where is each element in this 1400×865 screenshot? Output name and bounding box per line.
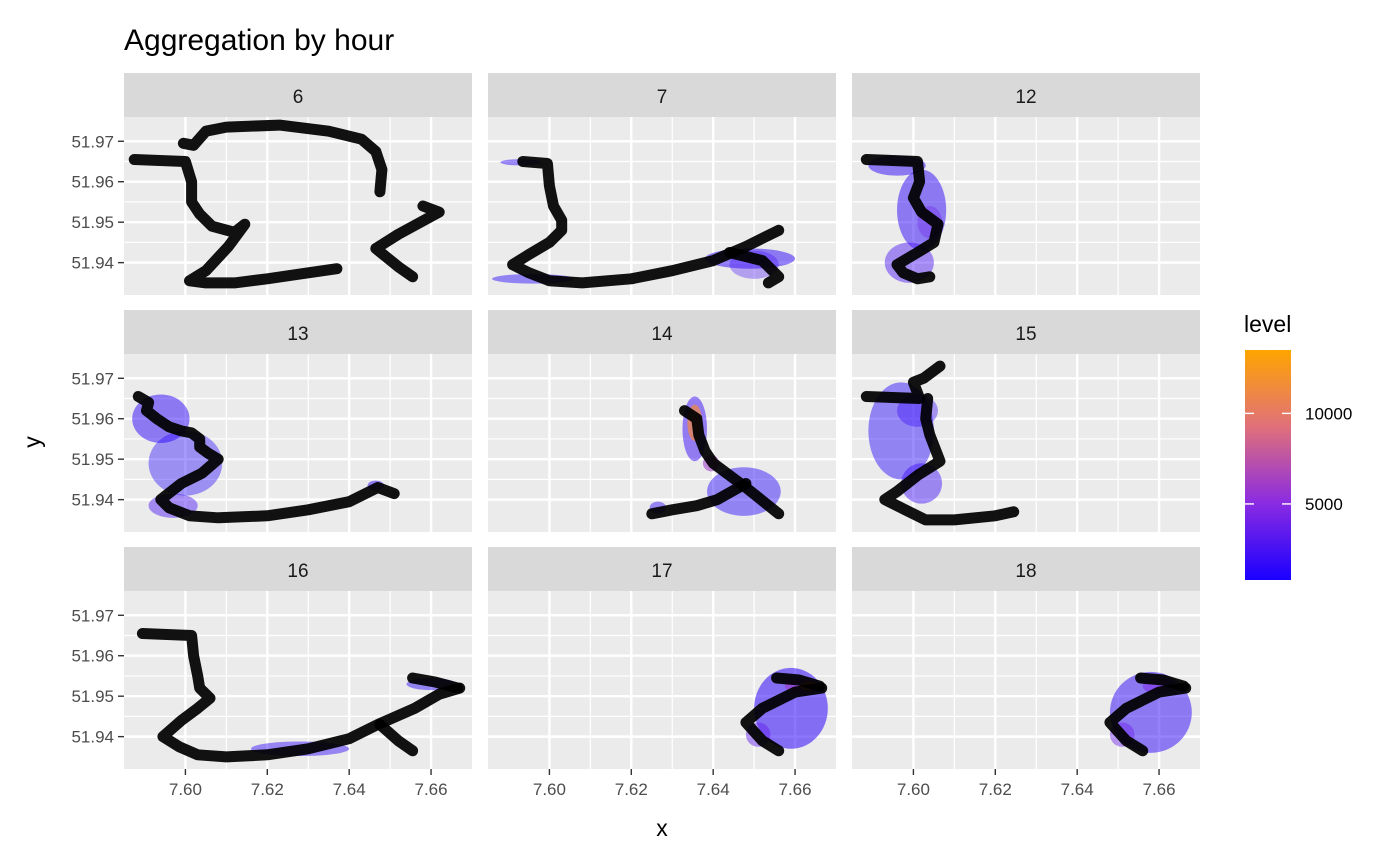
facet-grid: 6 51.94 51.95 51.96 51.97 7 12 13 51.94 51.95 51.9… bbox=[71, 73, 1200, 799]
gps-track bbox=[771, 672, 826, 692]
facet-strip bbox=[852, 310, 1200, 354]
x-tick-label: 7.62 bbox=[615, 780, 648, 799]
facet-strip bbox=[488, 547, 836, 591]
gps-track bbox=[646, 478, 752, 520]
facet-strip-label: 7 bbox=[657, 87, 668, 108]
y-tick-label: 51.96 bbox=[71, 647, 114, 666]
y-tick-label: 51.97 bbox=[71, 606, 114, 625]
y-tick-label: 51.97 bbox=[71, 132, 114, 151]
facet-7: 7 bbox=[488, 73, 836, 295]
facet-17: 17 7.60 7.62 7.64 7.66 bbox=[488, 547, 836, 799]
y-tick-label: 51.94 bbox=[71, 491, 114, 510]
density-layer bbox=[128, 119, 445, 289]
gps-track bbox=[860, 154, 944, 285]
x-tick-label: 7.60 bbox=[533, 780, 566, 799]
x-tick-label: 7.64 bbox=[697, 780, 730, 799]
facet-panel bbox=[124, 354, 472, 532]
facet-6: 6 51.94 51.95 51.96 51.97 bbox=[71, 73, 472, 295]
facet-strip-label: 14 bbox=[651, 324, 673, 345]
x-tick-label: 7.62 bbox=[251, 780, 284, 799]
y-tick-label: 51.96 bbox=[71, 410, 114, 429]
facet-16: 16 51.94 51.95 51.96 51.97 7.60 7.62 7.64 7.66 bbox=[71, 547, 472, 799]
gps-track bbox=[860, 360, 946, 404]
density-layer bbox=[136, 628, 466, 763]
facet-strip bbox=[852, 547, 1200, 591]
x-tick-label: 7.66 bbox=[779, 780, 812, 799]
y-tick-label: 51.94 bbox=[71, 254, 114, 273]
legend-tick-label: 5000 bbox=[1305, 495, 1343, 514]
facet-strip bbox=[488, 310, 836, 354]
facet-15: 15 bbox=[852, 310, 1200, 532]
density-layer bbox=[646, 396, 785, 520]
chart-title: Aggregation by hour bbox=[124, 24, 394, 57]
density-region bbox=[868, 382, 934, 480]
density-layer bbox=[860, 154, 947, 285]
facet-strip bbox=[124, 310, 472, 354]
facet-strip-label: 15 bbox=[1015, 324, 1036, 345]
density-layer bbox=[1104, 671, 1192, 757]
x-tick-label: 7.64 bbox=[333, 780, 366, 799]
density-layer bbox=[132, 391, 400, 524]
y-tick-label: 51.95 bbox=[71, 687, 114, 706]
facet-12: 12 bbox=[852, 73, 1200, 295]
facet-strip bbox=[124, 547, 472, 591]
facet-strip-label: 16 bbox=[287, 561, 308, 582]
gps-track bbox=[407, 672, 464, 694]
gps-track bbox=[177, 119, 388, 198]
gps-track bbox=[128, 154, 343, 289]
gps-track bbox=[724, 247, 785, 289]
gps-track bbox=[374, 719, 419, 757]
y-tick-label: 51.97 bbox=[71, 369, 114, 388]
legend-colorbar bbox=[1245, 350, 1291, 580]
gps-track bbox=[879, 393, 1020, 526]
density-layer bbox=[740, 667, 828, 757]
density-layer bbox=[860, 360, 1020, 526]
x-tick-label: 7.60 bbox=[897, 780, 930, 799]
x-tick-label: 7.64 bbox=[1061, 780, 1094, 799]
gps-track bbox=[370, 200, 445, 283]
y-tick-label: 51.95 bbox=[71, 213, 114, 232]
gps-track bbox=[507, 156, 785, 289]
facet-panel bbox=[488, 354, 836, 532]
facet-strip-label: 12 bbox=[1015, 87, 1036, 108]
facet-strip bbox=[488, 73, 836, 117]
gps-track bbox=[1135, 672, 1190, 692]
x-axis-title: x bbox=[656, 815, 668, 841]
facet-13: 13 51.94 51.95 51.96 51.97 bbox=[71, 310, 472, 532]
x-tick-label: 7.66 bbox=[415, 780, 448, 799]
gps-track bbox=[1104, 682, 1192, 757]
facet-14: 14 bbox=[488, 310, 836, 532]
y-tick-label: 51.94 bbox=[71, 728, 114, 747]
y-axis-title: y bbox=[19, 436, 45, 448]
facet-18: 18 7.60 7.62 7.64 7.66 bbox=[852, 547, 1200, 799]
y-tick-label: 51.95 bbox=[71, 450, 114, 469]
facet-strip-label: 18 bbox=[1015, 561, 1036, 582]
legend-title: level bbox=[1244, 311, 1291, 337]
y-tick-label: 51.96 bbox=[71, 173, 114, 192]
gps-track bbox=[740, 682, 828, 757]
facet-strip-label: 13 bbox=[287, 324, 308, 345]
x-tick-label: 7.66 bbox=[1143, 780, 1176, 799]
legend: level 5000 10000 bbox=[1244, 311, 1352, 580]
x-tick-label: 7.60 bbox=[169, 780, 202, 799]
legend-tick-label: 10000 bbox=[1305, 404, 1352, 423]
facet-strip bbox=[852, 73, 1200, 117]
x-tick-label: 7.62 bbox=[979, 780, 1012, 799]
gps-track bbox=[132, 391, 400, 524]
facet-strip-label: 6 bbox=[293, 87, 304, 108]
facet-strip-label: 17 bbox=[651, 561, 672, 582]
facet-strip bbox=[124, 73, 472, 117]
density-layer bbox=[492, 156, 796, 289]
